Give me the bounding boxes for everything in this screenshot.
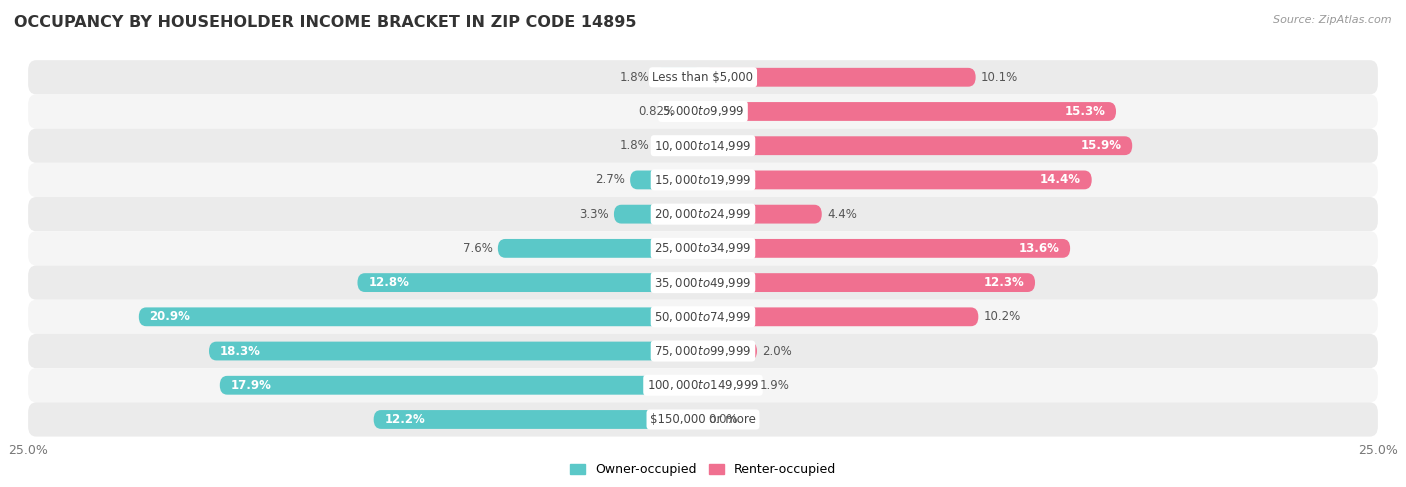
Text: 12.2%: 12.2%	[384, 413, 425, 426]
Text: 15.3%: 15.3%	[1064, 105, 1105, 118]
Text: 17.9%: 17.9%	[231, 379, 271, 392]
FancyBboxPatch shape	[28, 60, 1378, 94]
Text: $75,000 to $99,999: $75,000 to $99,999	[654, 344, 752, 358]
FancyBboxPatch shape	[703, 136, 1132, 155]
Text: $5,000 to $9,999: $5,000 to $9,999	[662, 105, 744, 118]
Text: $50,000 to $74,999: $50,000 to $74,999	[654, 310, 752, 324]
Text: 3.3%: 3.3%	[579, 207, 609, 221]
FancyBboxPatch shape	[28, 129, 1378, 163]
Text: $25,000 to $34,999: $25,000 to $34,999	[654, 242, 752, 255]
Text: 13.6%: 13.6%	[1018, 242, 1059, 255]
FancyBboxPatch shape	[28, 163, 1378, 197]
Text: 18.3%: 18.3%	[219, 344, 260, 357]
Text: 7.6%: 7.6%	[463, 242, 492, 255]
Text: 20.9%: 20.9%	[149, 310, 190, 323]
Text: 2.7%: 2.7%	[595, 173, 624, 187]
Text: 4.4%: 4.4%	[827, 207, 858, 221]
FancyBboxPatch shape	[498, 239, 703, 258]
FancyBboxPatch shape	[219, 376, 703, 394]
Text: 0.82%: 0.82%	[638, 105, 675, 118]
FancyBboxPatch shape	[703, 239, 1070, 258]
FancyBboxPatch shape	[614, 205, 703, 224]
FancyBboxPatch shape	[374, 410, 703, 429]
FancyBboxPatch shape	[654, 136, 703, 155]
FancyBboxPatch shape	[28, 368, 1378, 402]
FancyBboxPatch shape	[28, 94, 1378, 129]
FancyBboxPatch shape	[139, 307, 703, 326]
Text: 12.8%: 12.8%	[368, 276, 409, 289]
Text: 1.8%: 1.8%	[619, 139, 650, 152]
Text: $35,000 to $49,999: $35,000 to $49,999	[654, 276, 752, 290]
FancyBboxPatch shape	[703, 341, 756, 360]
FancyBboxPatch shape	[28, 265, 1378, 300]
FancyBboxPatch shape	[28, 231, 1378, 265]
FancyBboxPatch shape	[209, 341, 703, 360]
Text: Less than $5,000: Less than $5,000	[652, 71, 754, 84]
FancyBboxPatch shape	[28, 402, 1378, 436]
Text: 12.3%: 12.3%	[983, 276, 1024, 289]
FancyBboxPatch shape	[28, 300, 1378, 334]
FancyBboxPatch shape	[703, 102, 1116, 121]
FancyBboxPatch shape	[703, 68, 976, 87]
Text: 10.2%: 10.2%	[984, 310, 1021, 323]
FancyBboxPatch shape	[28, 197, 1378, 231]
FancyBboxPatch shape	[681, 102, 703, 121]
Text: $10,000 to $14,999: $10,000 to $14,999	[654, 139, 752, 153]
Text: 0.0%: 0.0%	[709, 413, 738, 426]
FancyBboxPatch shape	[703, 205, 821, 224]
Text: $15,000 to $19,999: $15,000 to $19,999	[654, 173, 752, 187]
FancyBboxPatch shape	[654, 68, 703, 87]
Text: 1.8%: 1.8%	[619, 71, 650, 84]
Text: $20,000 to $24,999: $20,000 to $24,999	[654, 207, 752, 221]
FancyBboxPatch shape	[703, 170, 1091, 189]
Text: 14.4%: 14.4%	[1040, 173, 1081, 187]
Legend: Owner-occupied, Renter-occupied: Owner-occupied, Renter-occupied	[565, 458, 841, 482]
Text: 1.9%: 1.9%	[759, 379, 790, 392]
Text: 10.1%: 10.1%	[981, 71, 1018, 84]
FancyBboxPatch shape	[703, 307, 979, 326]
Text: 15.9%: 15.9%	[1080, 139, 1122, 152]
FancyBboxPatch shape	[357, 273, 703, 292]
FancyBboxPatch shape	[703, 273, 1035, 292]
FancyBboxPatch shape	[703, 376, 754, 394]
FancyBboxPatch shape	[28, 334, 1378, 368]
Text: Source: ZipAtlas.com: Source: ZipAtlas.com	[1274, 15, 1392, 25]
Text: $100,000 to $149,999: $100,000 to $149,999	[647, 378, 759, 392]
Text: 2.0%: 2.0%	[762, 344, 792, 357]
FancyBboxPatch shape	[630, 170, 703, 189]
Text: OCCUPANCY BY HOUSEHOLDER INCOME BRACKET IN ZIP CODE 14895: OCCUPANCY BY HOUSEHOLDER INCOME BRACKET …	[14, 15, 637, 30]
Text: $150,000 or more: $150,000 or more	[650, 413, 756, 426]
